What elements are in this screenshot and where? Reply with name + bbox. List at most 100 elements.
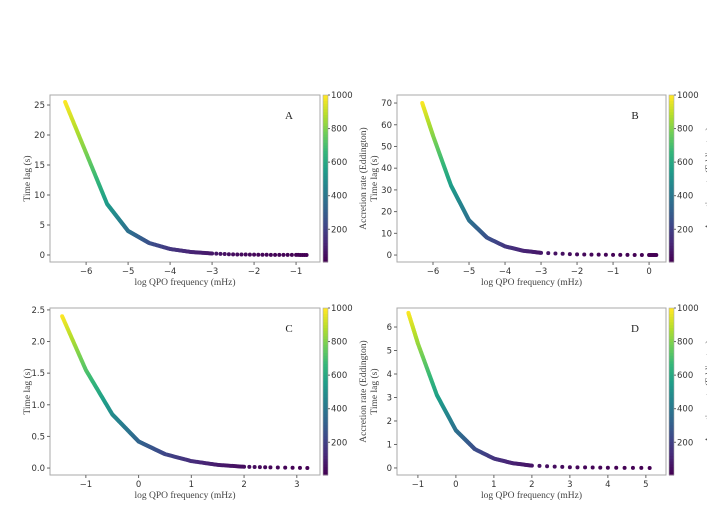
colorbar-segment	[323, 397, 328, 401]
colorbar-segment	[323, 189, 328, 193]
y-tick-label: 10	[34, 191, 45, 201]
colorbar-tick-label: 800	[331, 125, 347, 135]
data-point	[625, 252, 630, 257]
x-axis-label: log QPO frequency (mHz)	[134, 490, 235, 501]
colorbar-segment	[669, 248, 674, 252]
x-tick-label: −6	[80, 267, 93, 277]
data-point	[529, 463, 534, 468]
colorbar: 200 400 600 800 1000 Accretion rate (Eddingto…	[322, 91, 369, 263]
colorbar-segment	[669, 416, 674, 420]
y-tick-label: 20	[34, 131, 45, 141]
data-points	[406, 310, 652, 470]
data-point	[553, 251, 558, 256]
colorbar-segment	[323, 438, 328, 443]
data-point	[252, 252, 257, 257]
colorbar-tick-label: 800	[677, 125, 693, 135]
colorbar-segment	[669, 369, 674, 373]
x-tick-label: −3	[535, 267, 548, 277]
panel-label: D	[631, 323, 639, 335]
data-point	[545, 464, 550, 469]
colorbar-segment	[669, 217, 674, 221]
colorbar-segment	[669, 117, 674, 121]
colorbar-segment	[669, 120, 674, 124]
x-tick-label: 1	[189, 480, 194, 490]
colorbar-segment	[323, 330, 328, 334]
axes-frame	[396, 94, 667, 263]
colorbar-segment	[323, 147, 328, 152]
colorbar-segment	[669, 358, 674, 362]
colorbar-segment	[323, 372, 328, 376]
colorbar-segment	[669, 330, 674, 334]
colorbar-segment	[323, 321, 328, 326]
y-tick-label: 1.5	[31, 369, 45, 379]
colorbar-tick-label: 1000	[677, 304, 699, 314]
colorbar-segment	[323, 225, 328, 230]
x-tick-label: 5	[643, 480, 648, 490]
x-tick-label: 4	[605, 480, 610, 490]
colorbar-tick-label: 400	[677, 192, 693, 202]
colorbar-segment	[323, 469, 328, 473]
colorbar-segment	[323, 206, 328, 210]
y-tick-label: 20	[381, 208, 392, 218]
data-point	[218, 251, 223, 256]
colorbar-segment	[669, 203, 674, 207]
panel-a: −6 −5 −4 −3 −2 −1 0 5 10 15 20 25 log QPO frequency …	[22, 91, 369, 288]
data-point	[546, 251, 551, 256]
colorbar-segment	[669, 259, 674, 263]
colorbar-segment	[669, 321, 674, 326]
colorbar-segment	[669, 310, 674, 315]
colorbar-segment	[669, 209, 674, 213]
colorbar-tick-label: 600	[677, 158, 693, 168]
colorbar-segment	[669, 463, 674, 468]
colorbar-segment	[323, 122, 328, 127]
colorbar-segment	[669, 385, 674, 390]
colorbar-segment	[323, 422, 328, 426]
y-axis-label: Time lag (s)	[22, 155, 33, 201]
data-point	[582, 252, 587, 257]
x-tick-label: −1	[607, 267, 620, 277]
colorbar-segment	[323, 97, 328, 102]
colorbar-tick-label: 200	[331, 225, 347, 235]
colorbar-segment	[669, 114, 674, 118]
colorbar-segment	[323, 374, 328, 379]
colorbar-segment	[323, 430, 328, 434]
x-tick-label: 0	[646, 267, 651, 277]
colorbar-segment	[669, 452, 674, 457]
colorbar-segment	[323, 111, 328, 115]
colorbar-segment	[323, 352, 328, 356]
y-tick-label: 1.0	[31, 401, 45, 411]
y-tick-label: 0	[40, 251, 45, 261]
colorbar-segment	[669, 256, 674, 260]
colorbar-segment	[669, 394, 674, 398]
colorbar-segment	[323, 391, 328, 395]
colorbar-segment	[669, 444, 674, 448]
colorbar-segment	[669, 333, 674, 337]
colorbar-segment	[323, 253, 328, 257]
y-axis-label: Time lag (s)	[369, 368, 380, 414]
data-point	[552, 464, 557, 469]
data-point	[575, 252, 580, 257]
colorbar-frame	[668, 94, 675, 263]
colorbar-segment	[669, 253, 674, 257]
colorbar-segment	[669, 363, 674, 367]
colorbar-tick-label: 400	[677, 405, 693, 415]
y-tick-label: 40	[381, 164, 392, 174]
data-points	[420, 101, 659, 258]
colorbar-segment	[669, 335, 674, 340]
y-axis-label: Time lag (s)	[22, 368, 33, 414]
colorbar-segment	[323, 139, 328, 143]
colorbar-segment	[323, 145, 328, 149]
colorbar-segment	[669, 100, 674, 104]
x-axis-label: log QPO frequency (mHz)	[481, 277, 582, 288]
x-tick-label: 3	[567, 480, 572, 490]
y-tick-label: 2.0	[31, 338, 45, 348]
colorbar-segment	[669, 424, 674, 429]
colorbar-tick-label: 800	[331, 338, 347, 348]
colorbar-segment	[323, 234, 328, 238]
colorbar-segment	[323, 239, 328, 244]
colorbar-segment	[323, 203, 328, 207]
colorbar-segment	[323, 150, 328, 154]
colorbar-segment	[323, 349, 328, 354]
y-tick-label: 1	[387, 440, 392, 450]
x-tick-label: 1	[491, 480, 496, 490]
